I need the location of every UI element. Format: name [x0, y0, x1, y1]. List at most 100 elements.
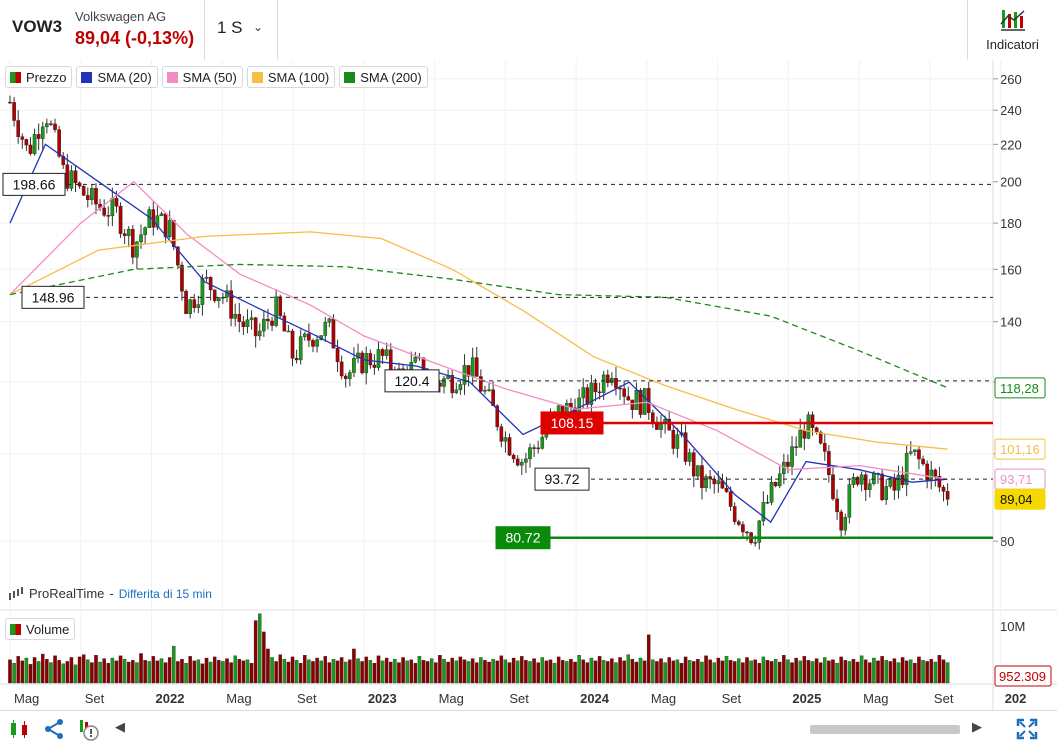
volume-bar [511, 657, 516, 684]
candle-body [790, 446, 794, 467]
candle-body [839, 511, 843, 531]
indicators-button[interactable]: Indicatori [968, 0, 1057, 60]
axis-badge-box [994, 438, 1046, 460]
candle-body [528, 447, 532, 460]
volume-bar [212, 656, 217, 684]
x-tick-label: Mag [439, 691, 464, 706]
candle-body [908, 451, 913, 454]
volume-bar [163, 662, 168, 684]
volume-bar [704, 655, 708, 684]
volume-bar [900, 657, 905, 684]
chart-type-icon[interactable] [8, 717, 32, 741]
price-chart[interactable]: 80 140 160 180 200 220 240 260 Mag Set 2022 Mag Set 2… [0, 60, 1057, 710]
axis-badge-label: 89,04 [1000, 492, 1033, 507]
volume-bar [466, 661, 471, 684]
level-label-box [534, 467, 590, 491]
candle-body [466, 365, 471, 377]
share-icon[interactable] [42, 717, 66, 741]
candle-body [511, 454, 516, 460]
volume-bar [732, 661, 737, 684]
candle-body [180, 264, 184, 292]
candle-body [450, 375, 454, 394]
timeframe-selector[interactable]: 1 S ⌄ [205, 0, 277, 60]
legend-item-sma200[interactable]: SMA (200) [339, 66, 428, 88]
candle-body [515, 458, 520, 466]
candle-body [700, 465, 704, 488]
volume-bar [749, 660, 753, 684]
scroll-right-arrow[interactable]: ▶ [972, 719, 982, 734]
volume-bar [540, 657, 545, 684]
candle-body [290, 330, 295, 359]
legend-item-volume[interactable]: Volume [5, 618, 76, 640]
scroll-left-arrow[interactable]: ◀ [115, 719, 125, 734]
candle-body [868, 483, 872, 490]
candle-body [118, 205, 123, 234]
volume-bar [859, 655, 864, 684]
candle-body [204, 277, 209, 279]
legend-label: Prezzo [26, 69, 67, 85]
volume-bar [855, 661, 860, 684]
indicators-label: Indicatori [986, 37, 1039, 52]
candle-body [90, 188, 94, 200]
level-label: 80.72 [505, 530, 540, 546]
candle-body [8, 101, 12, 104]
volume-bar [622, 660, 626, 684]
volume-bar [528, 661, 532, 684]
candle-body [814, 427, 819, 433]
volume-bar [765, 660, 770, 684]
candle-body [675, 434, 680, 449]
legend-label: SMA (20) [97, 69, 152, 85]
candle-body [917, 449, 921, 460]
volume-bar [610, 658, 614, 684]
volume-bar [274, 661, 278, 684]
volume-bar [720, 660, 725, 684]
volume-bar [806, 660, 811, 684]
y-tick-label: 80 [1000, 534, 1014, 549]
candle-body [863, 474, 868, 490]
source-name: ProRealTime [29, 586, 105, 601]
candle-body [503, 437, 508, 442]
fullscreen-icon[interactable] [1015, 717, 1039, 741]
volume-bar [868, 662, 872, 684]
candle-body [28, 144, 33, 154]
x-tick-label: 202 [1005, 691, 1027, 706]
candle-body [65, 164, 70, 189]
volume-bar [651, 659, 655, 684]
legend-item-price[interactable]: Prezzo [5, 66, 73, 88]
candle-body [810, 414, 815, 428]
candle-body [286, 330, 291, 333]
legend-label: SMA (200) [360, 69, 422, 85]
y-tick-label: 260 [1000, 72, 1022, 87]
legend-item-sma50[interactable]: SMA (50) [161, 66, 243, 88]
candle-body [691, 452, 696, 477]
alert-icon[interactable] [76, 717, 100, 741]
source-delay[interactable]: Differita di 15 min [118, 586, 212, 601]
legend-item-sma20[interactable]: SMA (20) [76, 66, 158, 88]
candle-body [368, 353, 373, 366]
volume-bar [880, 656, 884, 684]
candle-body [81, 185, 86, 196]
axis-badge-label: 101,16 [1000, 442, 1040, 457]
scrollbar-thumb[interactable] [810, 725, 960, 734]
bottom-toolbar: ◀ ▶ [0, 710, 1057, 746]
candle-body [159, 213, 164, 216]
candle-body [126, 228, 131, 237]
axis-badge-label: 118,28 [1000, 381, 1039, 396]
candle-body [642, 388, 647, 415]
volume-bar [851, 658, 856, 684]
volume-bar [49, 662, 53, 684]
legend-item-sma100[interactable]: SMA (100) [246, 66, 336, 88]
volume-bar [847, 661, 852, 684]
candle-body [520, 462, 524, 466]
symbol-label: VOW3 [12, 17, 63, 36]
timeframe-label: 1 S [217, 18, 243, 37]
volume-bar [470, 658, 475, 684]
volume-bar [303, 655, 307, 684]
candle-body [835, 498, 839, 513]
candle-body [585, 387, 590, 405]
candle-body [724, 488, 729, 492]
candle-body [831, 474, 835, 500]
volume-bar [12, 662, 16, 684]
candle-body [605, 374, 610, 384]
candle-body [630, 399, 635, 410]
